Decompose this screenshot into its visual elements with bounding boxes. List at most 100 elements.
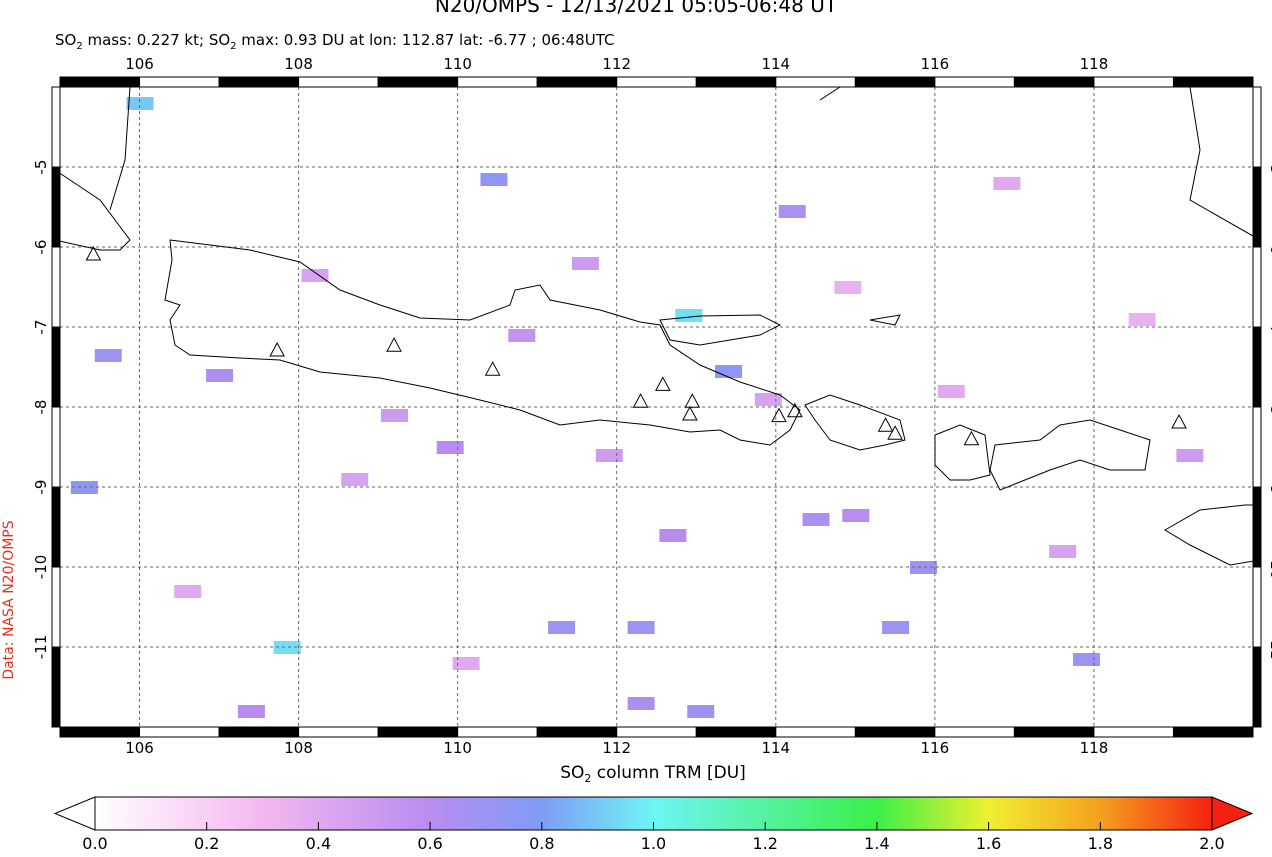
volcano [85,245,102,261]
volcano [269,341,285,357]
volcano [771,407,787,423]
frame-segment [51,86,61,168]
so2-cell [206,369,234,382]
coastline [659,314,782,346]
volcano [684,393,701,408]
frame-segment [854,726,936,738]
so2-cell [548,621,576,634]
x-tick-label: 108 [284,739,313,757]
y-tick-label: -10 [32,555,50,580]
frame-segment [1252,646,1262,728]
frame-segment [695,726,777,738]
colorbar-tick-label: 0.8 [529,834,554,853]
x-tick-label: 114 [761,55,790,73]
frame-segment [1252,246,1262,328]
subtitle: SO2 mass: 0.227 kt; SO2 max: 0.93 DU at … [55,31,614,52]
colorbar-under [53,796,96,831]
frame-segment [934,726,1015,738]
so2-cell [842,509,870,522]
frame-segment [775,726,856,738]
title: N20/OMPS - 12/13/2021 05:05-06:48 UT [435,0,838,17]
so2-cell [508,329,536,342]
frame-segment [1252,566,1262,648]
so2-cell [301,269,329,282]
y-tick-label: -11 [1267,635,1272,660]
frame-segment [377,726,459,738]
frame-segment [616,76,697,88]
so2-cell [94,349,122,362]
frame-segment [51,246,61,328]
so2-cell [436,441,464,454]
y-tick-label: -9 [32,480,50,495]
colorbar-tick-label: 2.0 [1199,834,1224,853]
so2-cell [1049,545,1077,558]
frame-segment [1252,86,1262,168]
y-tick-label: -9 [1267,480,1272,495]
y-tick-label: -8 [1267,400,1272,415]
x-tick-label: 116 [921,739,950,757]
grid [60,87,1253,727]
colorbar-label-part: 2 [584,772,591,785]
so2-cell [937,385,965,398]
y-tick-label: -7 [1267,320,1272,335]
x-tick-label: 118 [1080,739,1109,757]
x-tick-label: 110 [443,739,472,757]
coastline [109,87,131,211]
frame-segment [536,76,618,88]
so2-cell [687,705,715,718]
so2-cell [993,177,1021,190]
so2-cell [834,281,862,294]
so2-cell [802,513,830,526]
colorbar-label-part: column TRM [DU] [591,763,745,783]
volcano [787,402,803,418]
y-tick-label: -6 [1267,240,1272,255]
y-tick-label: -8 [32,400,50,415]
frame-segment [218,726,300,738]
colorbar-tick-label: 1.8 [1088,834,1113,853]
frame-segment [775,76,856,88]
y-tick-label: -10 [1267,555,1272,580]
so2-cell [778,205,806,218]
volcano [682,405,698,421]
frame-segment [457,76,538,88]
so2-cell [381,409,409,422]
frame-segment [218,76,300,88]
so2-cell [480,173,508,186]
frame-segment [536,726,618,738]
x-tick-label: 112 [602,739,631,757]
colorbar-over [1211,796,1254,831]
coastlines [60,87,1253,566]
coastline [819,87,901,326]
so2-cell [126,97,154,110]
so2-cell [675,309,703,322]
subtitle-part: SO [55,31,76,49]
frame-segment [51,486,61,568]
frame-segment [1013,76,1095,88]
x-tick-label: 112 [602,55,631,73]
so2-cell [1128,313,1156,326]
frame-segment [934,76,1015,88]
so2-cell [571,257,599,270]
y-tick-label: -5 [1267,160,1272,175]
frame-segment [1093,76,1174,88]
colorbar-tick-label: 1.0 [641,834,666,853]
frame-segment [854,76,936,88]
frame-segment [51,566,61,648]
frame-segment [51,646,61,728]
colorbar-tick-label: 0.6 [417,834,442,853]
frame-segment [139,726,220,738]
colorbar-tick-label: 0.2 [194,834,219,853]
so2-cell [659,529,687,542]
frame-segment [51,166,61,248]
x-tick-label: 118 [1080,55,1109,73]
y-tick-label: -5 [32,160,50,175]
coastline [804,394,906,451]
so2-layer [70,97,1204,718]
frame-segment [1252,406,1262,488]
frame-segment [695,76,777,88]
x-tick-label: 106 [125,55,154,73]
so2-cell [237,705,265,718]
coastline [934,424,991,481]
so2-cell [1072,653,1100,666]
